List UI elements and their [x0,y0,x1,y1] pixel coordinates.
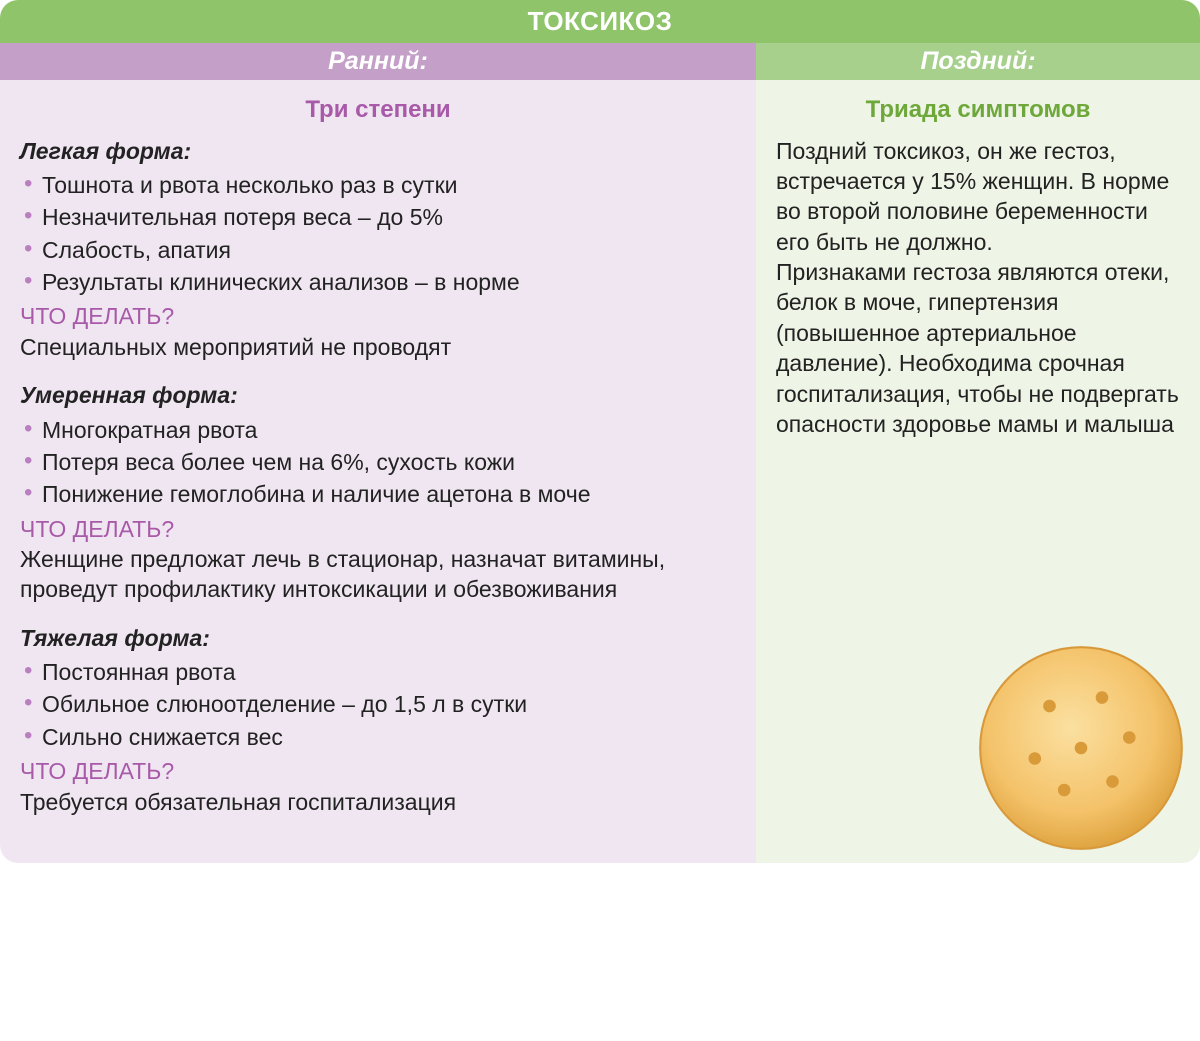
late-subtitle: Триада симптомов [776,94,1180,126]
column-early-body: Три степени Легкая форма: Тошнота и рвота… [0,80,756,863]
early-subtitle: Три степени [20,94,736,126]
symptom-item: Сильно снижается вес [20,722,736,752]
action-question: ЧТО ДЕЛАТЬ? [20,514,736,544]
cracker-icon [976,643,1186,853]
symptom-list: Тошнота и рвота несколько раз в суткиНез… [20,170,736,297]
symptom-item: Обильное слюноотделение – до 1,5 л в сут… [20,689,736,719]
symptom-list: Многократная рвотаПотеря веса более чем … [20,415,736,510]
symptom-item: Многократная рвота [20,415,736,445]
symptom-item: Тошнота и рвота несколько раз в сутки [20,170,736,200]
action-answer: Специальных мероприятий не проводят [20,332,736,362]
symptom-item: Слабость, апатия [20,235,736,265]
action-answer: Требуется обязательная госпитализация [20,787,736,817]
column-early: Ранний: Три степени Легкая форма: Тошнота… [0,43,756,863]
column-late-header: Поздний: [756,43,1200,80]
action-question: ЧТО ДЕЛАТЬ? [20,756,736,786]
symptom-item: Результаты клинических анализов – в норм… [20,267,736,297]
symptom-item: Незначительная потеря веса – до 5% [20,202,736,232]
card-title: ТОКСИКОЗ [0,0,1200,43]
late-paragraph: Поздний токсикоз, он же гестоз, встречае… [776,136,1180,440]
column-early-header: Ранний: [0,43,756,80]
symptom-item: Постоянная рвота [20,657,736,687]
action-question: ЧТО ДЕЛАТЬ? [20,301,736,331]
symptom-item: Понижение гемоглобина и наличие ацетона … [20,479,736,509]
symptom-item: Потеря веса более чем на 6%, сухость кож… [20,447,736,477]
form-label: Легкая форма: [20,136,736,166]
toxicosis-card: ТОКСИКОЗ Ранний: Три степени Легкая форм… [0,0,1200,863]
form-label: Умеренная форма: [20,380,736,410]
form-label: Тяжелая форма: [20,623,736,653]
action-answer: Женщине предложат лечь в стационар, назн… [20,544,736,605]
symptom-list: Постоянная рвотаОбильное слюноотделение … [20,657,736,752]
